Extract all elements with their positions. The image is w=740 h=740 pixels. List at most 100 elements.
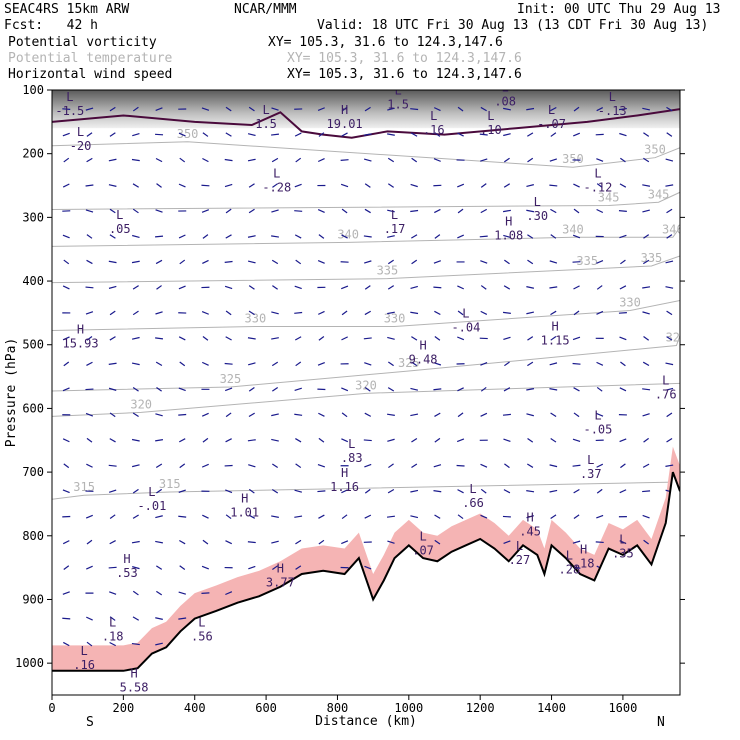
wind-vector — [224, 285, 233, 290]
wind-vector — [619, 438, 627, 443]
field-name-pv: Potential vorticity — [8, 35, 157, 50]
wind-vector — [86, 259, 93, 265]
wind-vector — [132, 310, 139, 316]
wind-vector — [108, 260, 117, 264]
wind-vector — [341, 514, 348, 520]
pv-low-marker: L — [80, 644, 87, 658]
wind-vector — [457, 106, 464, 112]
wind-vector — [317, 463, 326, 468]
wind-vector — [294, 285, 302, 290]
wind-vector — [549, 362, 558, 366]
wind-vector — [503, 107, 511, 111]
wind-vector — [85, 107, 94, 111]
wind-vector — [341, 336, 348, 341]
wind-vector — [503, 234, 511, 239]
wind-vector — [411, 259, 418, 265]
wind-vector — [109, 234, 116, 239]
pv-high-marker: H — [77, 323, 84, 337]
wind-vector — [596, 412, 604, 417]
wind-vector — [340, 183, 349, 188]
wind-vector — [666, 234, 673, 239]
wind-vector — [131, 260, 140, 264]
wind-vector — [85, 388, 94, 391]
pv-value-label: .28 — [559, 563, 581, 577]
wind-vector — [364, 285, 371, 290]
wind-vector — [294, 311, 303, 314]
wind-vector — [433, 490, 442, 493]
wind-vector — [573, 387, 580, 392]
wind-vector — [596, 158, 604, 162]
wind-vector — [363, 235, 372, 238]
wind-vector — [480, 488, 487, 494]
pv-value-label: 1.16 — [330, 480, 359, 494]
north-label: N — [657, 715, 665, 730]
wind-vector — [156, 590, 163, 596]
wind-vector — [434, 539, 441, 545]
wind-vector — [410, 515, 419, 519]
pv-value-label: .56 — [191, 630, 213, 644]
wind-vector — [248, 464, 256, 468]
wind-vector — [178, 515, 187, 518]
wind-vector — [225, 234, 232, 239]
wind-vector — [527, 132, 534, 137]
wind-vector — [363, 439, 372, 442]
wind-vector — [109, 438, 116, 443]
wind-vector — [550, 106, 557, 112]
wind-vector — [620, 361, 626, 367]
pv-low-marker: L — [587, 453, 594, 467]
wind-vector — [527, 437, 534, 443]
wind-vector — [550, 132, 557, 137]
pv-low-marker: L — [262, 103, 269, 117]
wind-vector — [271, 361, 279, 367]
theta-label: 345 — [598, 190, 620, 204]
pv-value-label: .16 — [73, 658, 95, 672]
wind-vector — [202, 437, 209, 443]
pv-value-label: 1.08 — [494, 228, 523, 242]
wind-vector — [527, 157, 534, 163]
wind-vector — [318, 412, 325, 417]
wind-vector — [642, 388, 651, 391]
wind-vector — [86, 539, 93, 545]
pv-high-marker: H — [277, 561, 284, 575]
wind-vector — [294, 234, 302, 239]
wind-vector — [341, 540, 349, 545]
wind-vector — [271, 515, 279, 518]
wind-vector — [619, 183, 627, 188]
wind-vector — [225, 438, 232, 443]
pv-value-label: .83 — [341, 451, 363, 465]
wind-vector — [411, 361, 418, 367]
wind-vector — [433, 362, 442, 366]
wind-vector — [549, 464, 558, 468]
theta-label: 330 — [619, 296, 641, 310]
wind-vector — [224, 362, 233, 365]
wind-vector — [62, 387, 70, 392]
wind-vector — [643, 437, 649, 443]
wind-vector — [526, 286, 535, 289]
wind-vector — [666, 106, 673, 112]
wind-vector — [503, 157, 510, 163]
wind-vector — [155, 107, 163, 111]
wind-vector — [247, 439, 256, 442]
wind-vector — [526, 107, 535, 111]
wind-vector — [156, 183, 162, 188]
wind-vector — [595, 541, 604, 544]
theta-label: 320 — [355, 378, 377, 392]
wind-vector — [502, 209, 511, 213]
wind-vector — [572, 464, 581, 467]
y-tick-label: 400 — [22, 274, 44, 288]
wind-vector — [480, 310, 488, 315]
pv-value-label: -.04 — [451, 321, 480, 335]
wind-vector — [178, 617, 187, 620]
pv-value-label: .45 — [519, 524, 541, 538]
wind-vector — [225, 591, 233, 596]
wind-vector — [504, 361, 510, 367]
wind-vector — [666, 438, 673, 443]
wind-vector — [248, 362, 256, 366]
wind-vector — [341, 132, 348, 137]
wind-vector — [86, 234, 93, 239]
wind-vector — [132, 616, 140, 621]
wind-vector — [549, 260, 558, 264]
wind-vector — [596, 107, 604, 112]
wind-vector — [248, 514, 256, 519]
theta-isentrope — [52, 300, 680, 331]
